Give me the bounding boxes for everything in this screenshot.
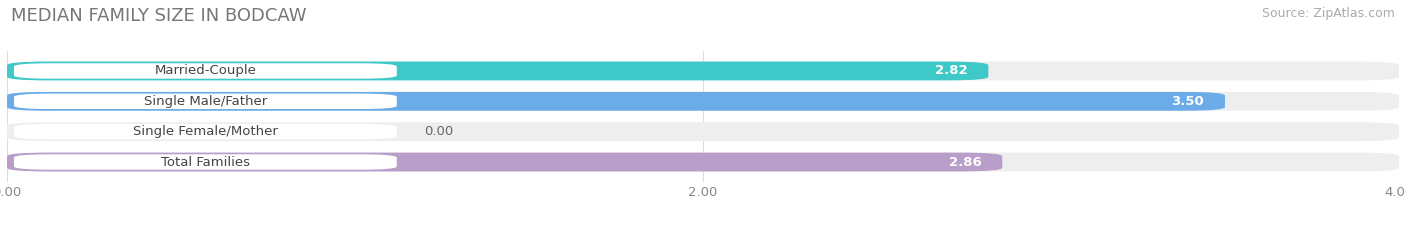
FancyBboxPatch shape xyxy=(14,63,396,79)
Text: Single Male/Father: Single Male/Father xyxy=(143,95,267,108)
FancyBboxPatch shape xyxy=(7,122,1399,141)
Text: Total Families: Total Families xyxy=(160,155,250,168)
Text: Single Female/Mother: Single Female/Mother xyxy=(134,125,278,138)
FancyBboxPatch shape xyxy=(7,153,1399,171)
Text: Source: ZipAtlas.com: Source: ZipAtlas.com xyxy=(1261,7,1395,20)
FancyBboxPatch shape xyxy=(14,94,396,109)
FancyBboxPatch shape xyxy=(7,153,1002,171)
Text: 2.82: 2.82 xyxy=(935,65,967,78)
FancyBboxPatch shape xyxy=(7,62,988,80)
Text: 3.50: 3.50 xyxy=(1171,95,1204,108)
Text: Married-Couple: Married-Couple xyxy=(155,65,256,78)
FancyBboxPatch shape xyxy=(7,62,1399,80)
Text: 0.00: 0.00 xyxy=(425,125,454,138)
FancyBboxPatch shape xyxy=(7,92,1399,111)
FancyBboxPatch shape xyxy=(14,154,396,170)
Text: 2.86: 2.86 xyxy=(949,155,981,168)
FancyBboxPatch shape xyxy=(14,124,396,139)
FancyBboxPatch shape xyxy=(7,92,1225,111)
Text: MEDIAN FAMILY SIZE IN BODCAW: MEDIAN FAMILY SIZE IN BODCAW xyxy=(11,7,307,25)
